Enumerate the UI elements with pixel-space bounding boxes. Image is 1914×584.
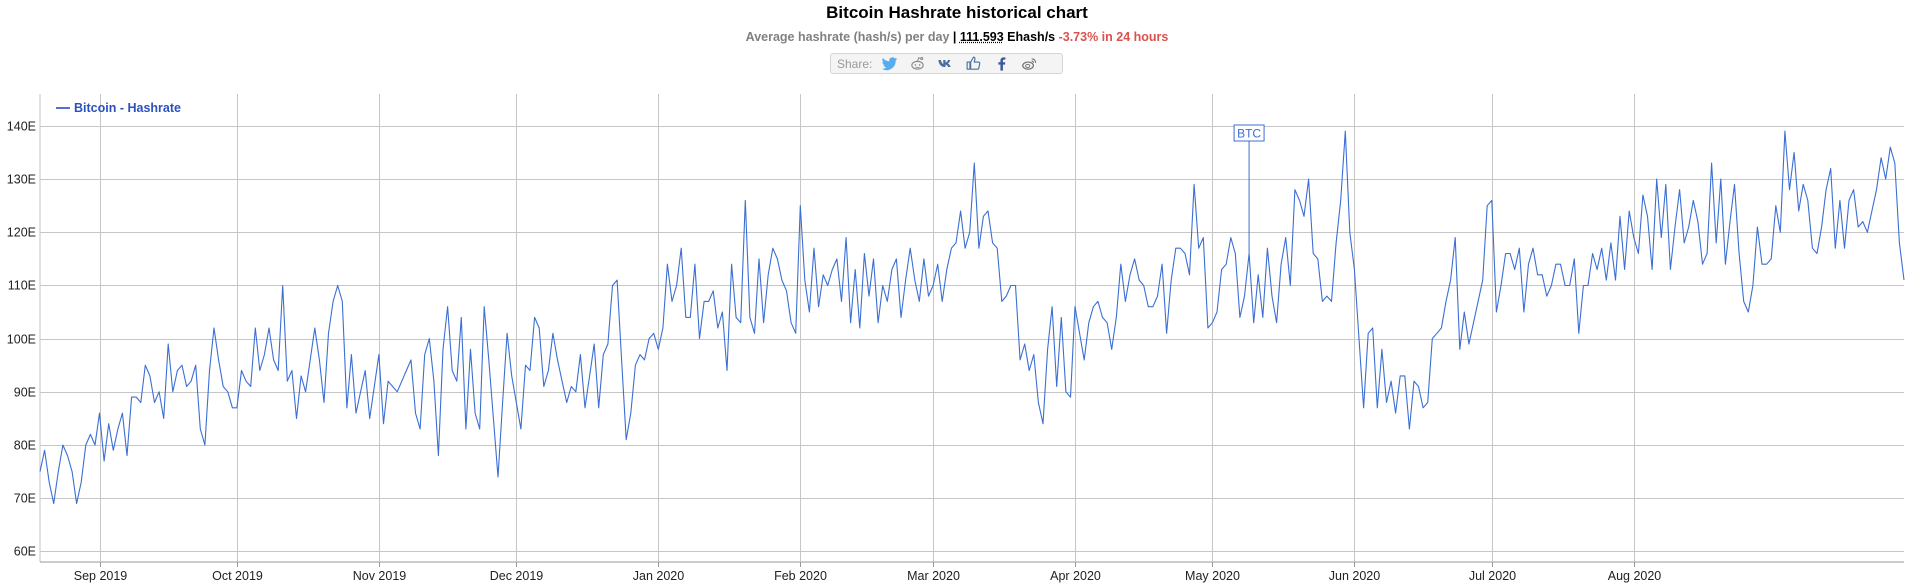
like-icon[interactable]	[962, 54, 984, 73]
y-tick-label: 80E	[14, 439, 36, 453]
weibo-icon[interactable]	[1018, 54, 1040, 73]
annotation-flag	[1233, 124, 1265, 142]
y-tick-label: 70E	[14, 492, 36, 506]
y-tick-label: 140E	[7, 120, 36, 134]
annotation-label: BTC	[1237, 127, 1261, 141]
x-tick-label: Mar 2020	[907, 569, 960, 583]
x-tick-label: Apr 2020	[1050, 569, 1101, 583]
x-tick-label: Jul 2020	[1469, 569, 1516, 583]
hashrate-change: -3.73% in 24 hours	[1055, 30, 1169, 44]
reddit-icon[interactable]	[906, 54, 928, 73]
y-tick-label: 120E	[7, 226, 36, 240]
y-tick-label: 90E	[14, 386, 36, 400]
facebook-icon[interactable]	[990, 54, 1012, 73]
x-tick-label: Nov 2019	[353, 569, 407, 583]
hashrate-value: 111.593	[959, 30, 1004, 44]
x-tick-label: Sep 2019	[74, 569, 128, 583]
y-tick-label: 60E	[14, 545, 36, 559]
x-tick-label: Jun 2020	[1329, 569, 1380, 583]
x-tick-label: Jan 2020	[633, 569, 684, 583]
x-tick-label: Dec 2019	[490, 569, 544, 583]
hashrate-unit: Ehash/s	[1003, 30, 1056, 44]
hashrate-summary: Average hashrate (hash/s) per day | 111.…	[0, 30, 1914, 44]
summary-separator: |	[949, 30, 960, 44]
series-line-bitcoin-hashrate	[39, 130, 1905, 505]
x-tick-label: Aug 2020	[1608, 569, 1662, 583]
vk-icon[interactable]	[934, 54, 956, 73]
share-label: Share:	[837, 56, 873, 71]
y-tick-label: 110E	[8, 279, 36, 293]
y-tick-label: 130E	[7, 173, 36, 187]
page-title: Bitcoin Hashrate historical chart	[826, 3, 1088, 22]
x-tick-label: Oct 2019	[212, 569, 263, 583]
twitter-icon[interactable]	[878, 54, 900, 73]
legend-label: Bitcoin - Hashrate	[74, 101, 181, 115]
summary-label: Average hashrate (hash/s) per day	[745, 30, 950, 44]
x-tick-label: May 2020	[1185, 569, 1240, 583]
x-tick-label: Feb 2020	[774, 569, 827, 583]
share-bar: Share:	[830, 53, 1063, 74]
y-tick-label: 100E	[7, 333, 36, 347]
